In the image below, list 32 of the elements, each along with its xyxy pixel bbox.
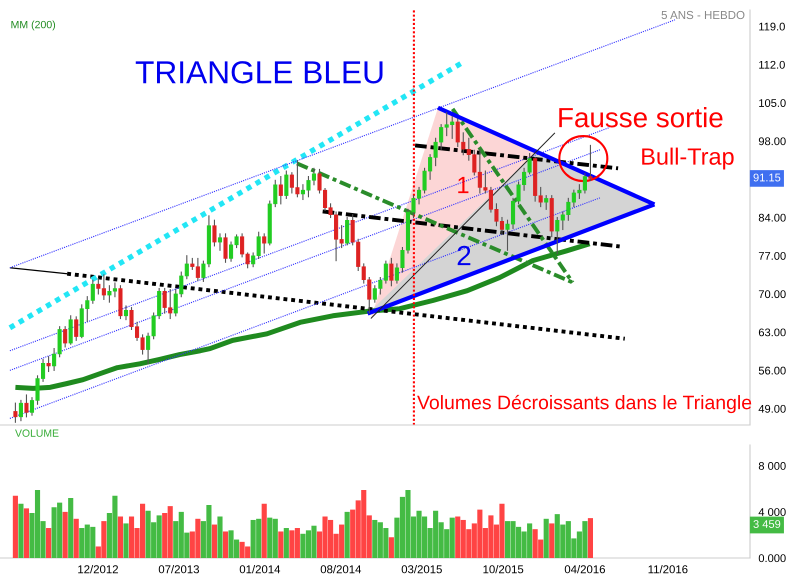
chart-subtitle: 5 ANS - HEBDO [662, 10, 744, 20]
text: MM (200) [11, 20, 56, 30]
x-tick-label: 03/2015 [402, 564, 442, 574]
annotation: 91.15 [754, 174, 780, 182]
annotation: TRIANGLE BLEU [136, 61, 382, 84]
x-tick-label: 10/2015 [483, 564, 524, 574]
y-tick-label: 98.00 [758, 137, 786, 146]
y-tick-label: 70.00 [758, 290, 786, 298]
y-tick-label: 49.00 [758, 404, 786, 413]
annotation: Fausse sortie [559, 107, 722, 128]
annotation: Volumes Décroissants dans le Triangle [417, 394, 752, 414]
text: 3 459 [753, 520, 780, 528]
x-tick-label: 01/2014 [240, 564, 280, 574]
y-tick-label: 56.00 [758, 366, 786, 375]
x-tick-label: 04/2016 [564, 564, 605, 574]
x-tick-label: 11/2016 [648, 564, 688, 574]
annotation: 2 [458, 246, 470, 266]
y-tick-label: 105.0 [759, 99, 786, 107]
x-tick-label: 08/2014 [320, 564, 362, 574]
annotation: Bull-Trap [642, 148, 734, 170]
x-tick-label: 07/2013 [158, 564, 199, 574]
y-tick-label: 63.00 [758, 328, 786, 336]
y-tick-label: 84.00 [758, 214, 786, 222]
y-tick-label: 8 000 [758, 462, 786, 470]
x-tick-label: 12/2012 [78, 564, 118, 574]
y-tick-label: 4 000 [758, 508, 786, 516]
y-tick-label: 0.000 [758, 554, 786, 562]
y-tick-label: 112.0 [759, 60, 785, 69]
annotation: 1 [458, 176, 468, 194]
y-tick-label: 77.00 [758, 252, 786, 260]
y-tick-label: 119.0 [759, 22, 785, 31]
chart-title: VOLUME [15, 429, 59, 437]
